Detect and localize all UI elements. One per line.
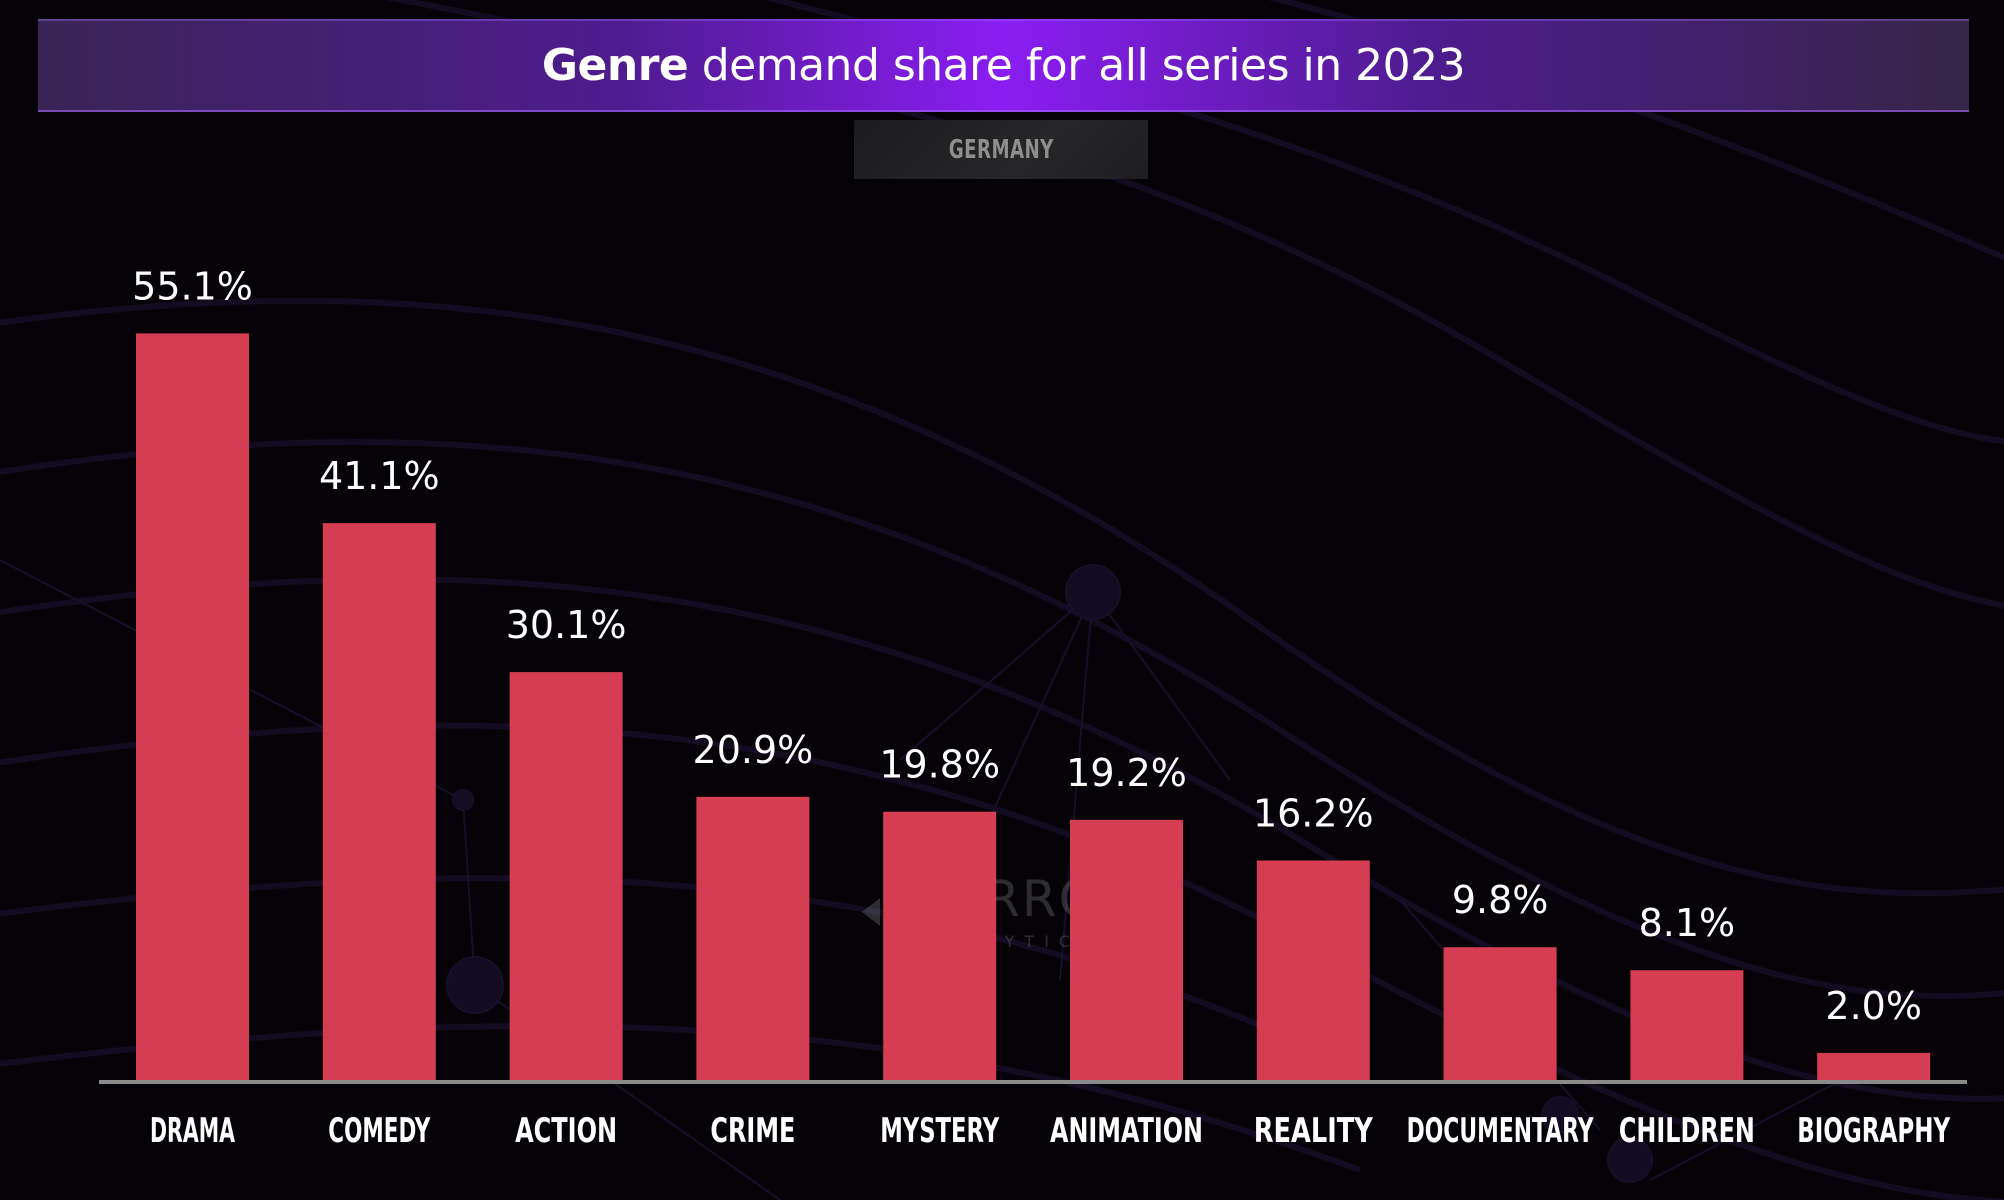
value-label-reality: 16.2% [1253, 792, 1374, 836]
bar-action [509, 672, 623, 1080]
country-label: GERMANY [948, 134, 1054, 165]
value-label-crime: 20.9% [693, 728, 814, 772]
bar-children [1630, 970, 1744, 1080]
value-label-children: 8.1% [1639, 901, 1736, 945]
category-label-animation: ANIMATION [1050, 1111, 1203, 1151]
category-label-crime: CRIME [710, 1111, 795, 1151]
bar-crime [696, 796, 810, 1080]
bars-group [136, 333, 1931, 1080]
chart-title-bold: Genre [541, 40, 689, 91]
title-banner: Genre demand share for all series in 202… [38, 19, 1969, 112]
bar-comedy [322, 523, 436, 1080]
value-label-animation: 19.2% [1066, 751, 1187, 795]
value-label-drama: 55.1% [132, 264, 253, 308]
chart-title-rest: demand share for all series in 2023 [688, 40, 1466, 91]
bar-animation [1070, 819, 1183, 1080]
category-label-reality: REALITY [1254, 1111, 1373, 1151]
category-label-biography: BIOGRAPHY [1797, 1111, 1950, 1151]
bar-reality [1256, 860, 1370, 1080]
category-label-children: CHILDREN [1619, 1111, 1755, 1151]
category-labels-group: DRAMA COMEDY ACTION CRIME MYSTERY ANIMATION RE… [150, 1111, 1950, 1151]
value-label-comedy: 41.1% [319, 454, 440, 498]
category-label-drama: DRAMA [150, 1111, 235, 1151]
country-badge: GERMANY [854, 120, 1148, 179]
category-label-documentary: DOCUMENTARY [1407, 1111, 1594, 1151]
category-label-mystery: MYSTERY [880, 1111, 999, 1151]
category-label-action: ACTION [515, 1111, 617, 1151]
bar-drama [136, 333, 249, 1080]
bar-documentary [1443, 947, 1557, 1080]
bar-biography [1817, 1052, 1931, 1080]
bar-mystery [883, 811, 997, 1080]
category-label-comedy: COMEDY [328, 1111, 430, 1151]
value-label-documentary: 9.8% [1452, 878, 1549, 922]
value-label-mystery: 19.8% [879, 743, 1000, 787]
chart-title: Genre demand share for all series in 202… [541, 40, 1466, 91]
value-labels-group: 55.1% 41.1% 30.1% 20.9% 19.8% 19.2% 16.2% 9.8% 8… [132, 264, 1922, 1028]
value-label-biography: 2.0% [1825, 984, 1922, 1028]
value-label-action: 30.1% [506, 603, 627, 647]
